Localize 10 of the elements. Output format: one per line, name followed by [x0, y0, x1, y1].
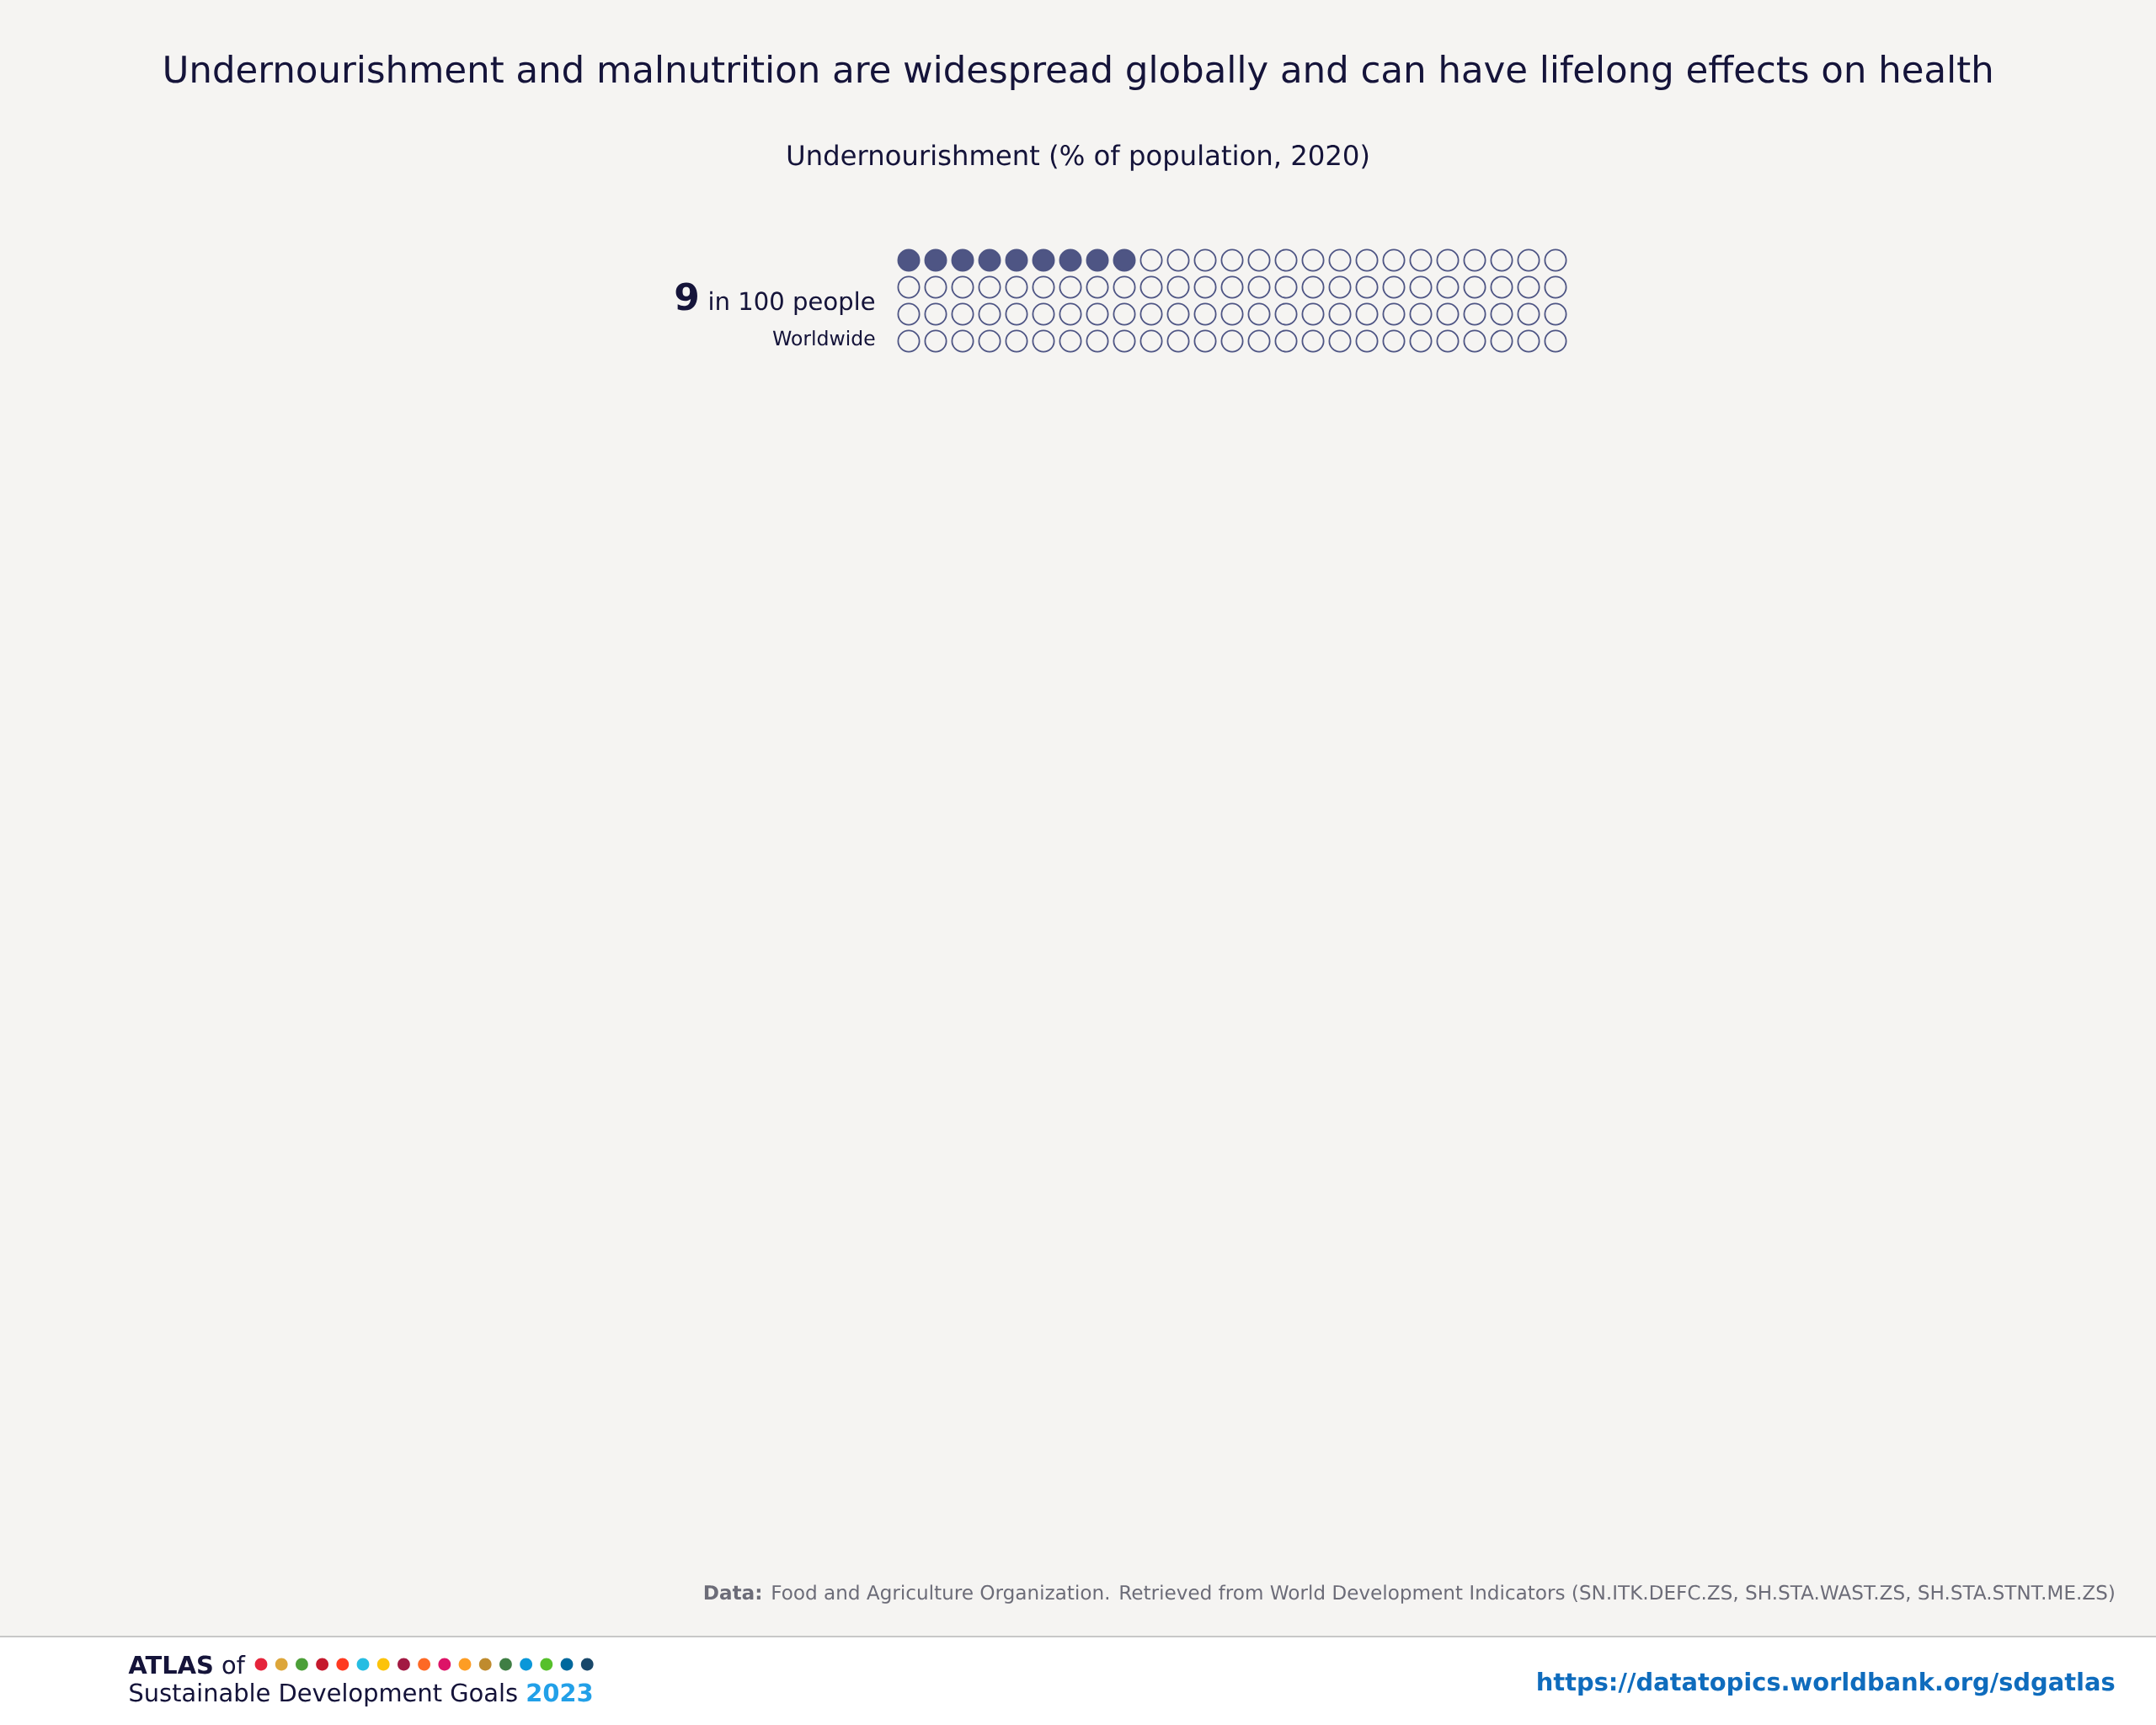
- text: ATLAS of: [128, 1655, 246, 1674]
- data-label: 9: [675, 282, 697, 311]
- text: 2023: [527, 1683, 592, 1702]
- text: Undernourishment (% of population, 2020): [787, 144, 1369, 171]
- text: in 100 people: [710, 291, 875, 316]
- text: Undernourishment and malnutrition are widespread globally and can have lifelong effects on health: [165, 54, 1992, 90]
- text: Sustainable Development Goals: [130, 1683, 517, 1706]
- text: Data: Food and Agriculture Organization. Retrieved from World Development Indicators (SN.ITK.DEFC.ZS, SH.STA.WAST.ZS, SH.STA.STNT.ME.ZS): [704, 1584, 2114, 1604]
- text: https://datatopics.worldbank.org/sdgatlas: [1538, 1672, 2115, 1696]
- category-label: Worldwide: [772, 330, 875, 346]
